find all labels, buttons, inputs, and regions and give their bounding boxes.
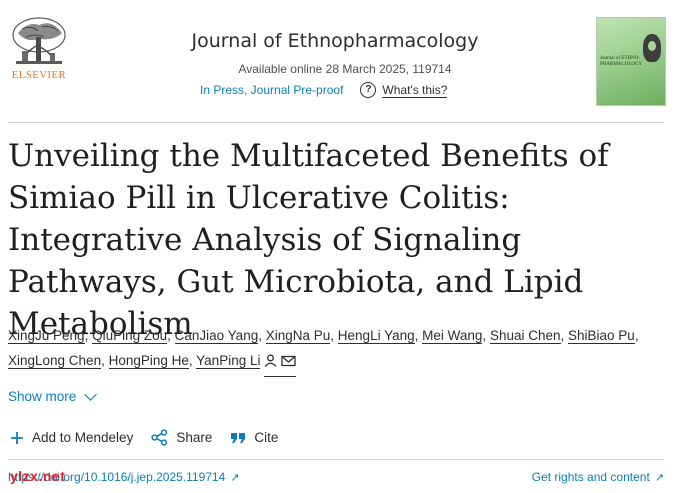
article-header: ELSEVIER Journal of Ethnopharmacology Av… xyxy=(0,0,680,122)
author-link[interactable]: XingLong Chen xyxy=(8,353,102,369)
add-to-mendeley-button[interactable]: Add to Mendeley xyxy=(10,430,133,445)
question-circle-icon[interactable]: ? xyxy=(360,82,377,98)
watermark-overlay: ylzx.net xyxy=(10,468,66,484)
share-label: Share xyxy=(176,430,213,445)
whats-this-link[interactable]: What's this? xyxy=(382,82,448,98)
cover-title: Journal of ETHNO-PHARMACOLOGY xyxy=(600,56,643,67)
person-icon xyxy=(264,354,277,367)
author-link[interactable]: YanPing Li xyxy=(196,353,261,369)
envelope-icon xyxy=(281,355,297,367)
author-link[interactable]: HengLi Yang xyxy=(337,328,415,344)
author-link[interactable]: CanJiao Yang xyxy=(174,328,259,344)
plus-icon xyxy=(11,431,23,444)
availability-date: Available online 28 March 2025, 119714 xyxy=(238,62,452,76)
external-arrow-icon: ↗ xyxy=(230,471,240,484)
get-rights-label: Get rights and content xyxy=(531,470,650,484)
cite-button[interactable]: Cite xyxy=(230,430,278,445)
author-link[interactable]: XingNa Pu xyxy=(265,328,331,344)
cite-label: Cite xyxy=(254,430,279,445)
mendeley-label: Add to Mendeley xyxy=(32,430,134,445)
article-actions: Add to Mendeley Share Cite xyxy=(10,429,296,446)
quote-icon xyxy=(231,432,246,443)
doi-link[interactable]: https://doi.org/10.1016/j.jep.2025.11971… xyxy=(8,470,240,484)
share-button[interactable]: Share xyxy=(151,429,212,446)
author-list: XingJu Peng, QiuPing Zou, CanJiao Yang, … xyxy=(8,323,668,377)
publisher-name: ELSEVIER xyxy=(11,70,67,81)
show-more-label: Show more xyxy=(8,389,77,404)
author-link[interactable]: XingJu Peng xyxy=(8,328,85,344)
journal-title-link[interactable]: Journal of Ethnopharmacology xyxy=(191,30,479,52)
cover-mask-icon xyxy=(643,34,661,62)
share-icon xyxy=(151,429,168,446)
author-link[interactable]: Mei Wang xyxy=(422,328,483,344)
author-link[interactable]: QiuPing Zou xyxy=(92,328,168,344)
journal-cover-image[interactable]: Journal of ETHNO-PHARMACOLOGY xyxy=(596,17,666,106)
get-rights-link[interactable]: Get rights and content ↗ xyxy=(532,470,664,484)
chevron-down-icon xyxy=(84,387,98,401)
header-divider xyxy=(8,122,664,123)
author-link[interactable]: HongPing He xyxy=(108,353,189,369)
footer-divider xyxy=(8,459,664,460)
author-link[interactable]: ShiBiao Pu xyxy=(568,328,635,344)
external-arrow-icon: ↗ xyxy=(654,471,664,484)
in-press-link[interactable]: In Press, Journal Pre-proof xyxy=(200,83,344,97)
elsevier-tree-logo[interactable] xyxy=(8,15,70,87)
author-link[interactable]: Shuai Chen xyxy=(489,328,561,344)
show-more-button[interactable]: Show more xyxy=(8,387,98,404)
corresponding-author-icons[interactable] xyxy=(264,350,297,377)
status-row: In Press, Journal Pre-proof ? What's thi… xyxy=(200,82,448,98)
doi-text: https://doi.org/10.1016/j.jep.2025.11971… xyxy=(8,470,226,484)
article-title: Unveiling the Multifaceted Benefits of S… xyxy=(8,138,609,342)
